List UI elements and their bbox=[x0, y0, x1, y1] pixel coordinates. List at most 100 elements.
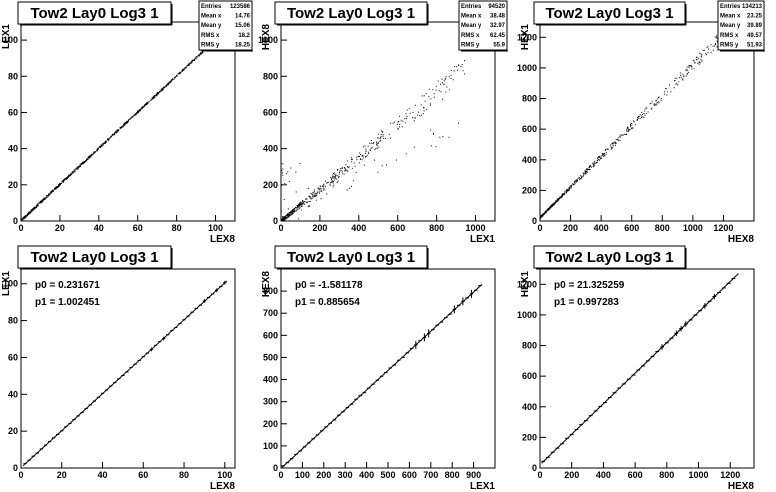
scatter-point bbox=[375, 141, 377, 143]
scatter-point bbox=[288, 181, 290, 183]
scatter-point bbox=[324, 186, 326, 188]
scatter-point bbox=[463, 60, 465, 62]
scatter-point bbox=[697, 62, 699, 64]
scatter-point bbox=[133, 114, 135, 116]
y-axis-title: HEX1 bbox=[520, 24, 531, 51]
scatter-point bbox=[283, 219, 285, 221]
scatter-point bbox=[399, 123, 401, 125]
scatter-point bbox=[691, 68, 693, 70]
scatter-point bbox=[280, 219, 282, 221]
x-tick-label: 400 bbox=[594, 223, 609, 233]
scatter-point bbox=[113, 133, 115, 135]
y-tick-label: 20 bbox=[8, 180, 18, 190]
scatter-point bbox=[414, 117, 416, 119]
scatter-point bbox=[551, 204, 553, 206]
scatter-point bbox=[179, 73, 181, 75]
fit-p1-label: p1 = 0.997283 bbox=[554, 297, 619, 308]
stats-label: Entries bbox=[720, 4, 741, 10]
scatter-point bbox=[129, 118, 131, 120]
scatter-point bbox=[37, 204, 39, 206]
scatter-point bbox=[281, 218, 283, 220]
chart-title: Tow2 Lay0 Log3 1 bbox=[545, 249, 673, 266]
scatter-point bbox=[605, 151, 607, 153]
scatter-point bbox=[595, 163, 597, 165]
y-tick-label: 100 bbox=[263, 441, 278, 451]
scatter-point bbox=[576, 180, 578, 182]
scatter-point bbox=[193, 59, 195, 61]
scatter-point bbox=[444, 78, 446, 80]
scatter-point bbox=[202, 51, 204, 53]
x-tick-label: 40 bbox=[94, 223, 104, 233]
scatter-point bbox=[137, 112, 139, 114]
scatter-point bbox=[192, 59, 194, 61]
scatter-point bbox=[663, 93, 665, 95]
scatter-point bbox=[286, 215, 288, 217]
scatter-point bbox=[545, 210, 547, 212]
scatter-point bbox=[192, 59, 194, 61]
scatter-point bbox=[421, 114, 423, 116]
scatter-point bbox=[624, 133, 626, 135]
scatter-point bbox=[125, 121, 127, 123]
scatter-point bbox=[77, 167, 79, 169]
scatter-point bbox=[330, 178, 332, 180]
fit-p0-label: p0 = 21.325259 bbox=[554, 280, 625, 291]
scatter-point bbox=[344, 167, 346, 169]
scatter-point bbox=[550, 205, 552, 207]
scatter-point bbox=[566, 191, 568, 193]
scatter-point bbox=[309, 200, 311, 202]
scatter-point bbox=[293, 208, 295, 210]
scatter-point bbox=[423, 110, 425, 112]
scatter-point bbox=[375, 147, 377, 149]
scatter-point bbox=[84, 161, 86, 163]
stats-value: 49.57 bbox=[747, 33, 763, 39]
scatter-point bbox=[619, 139, 621, 141]
scatter-point bbox=[630, 123, 632, 125]
scatter-point bbox=[290, 210, 292, 212]
scatter-point bbox=[77, 166, 79, 168]
scatter-point bbox=[197, 55, 199, 57]
scatter-point bbox=[40, 202, 42, 204]
scatter-point bbox=[551, 203, 553, 205]
scatter-point bbox=[433, 133, 435, 135]
scatter-point bbox=[288, 216, 290, 218]
scatter-point bbox=[280, 204, 282, 206]
scatter-point bbox=[29, 212, 31, 214]
scatter-point bbox=[542, 214, 544, 216]
scatter-point bbox=[588, 166, 590, 168]
scatter-point bbox=[287, 217, 289, 219]
scatter-point bbox=[619, 134, 621, 136]
y-axis-title: LEX1 bbox=[1, 271, 12, 296]
scatter-point bbox=[575, 179, 577, 181]
scatter-point bbox=[412, 111, 414, 113]
y-tick-label: 200 bbox=[263, 180, 278, 190]
scatter-point bbox=[319, 185, 321, 187]
scatter-point bbox=[298, 204, 300, 206]
scatter-point bbox=[49, 192, 51, 194]
scatter-point bbox=[639, 117, 641, 119]
scatter-point bbox=[280, 170, 282, 172]
scatter-point bbox=[425, 93, 427, 95]
scatter-point bbox=[553, 203, 555, 205]
x-tick-label: 600 bbox=[628, 470, 643, 480]
scatter-point bbox=[123, 124, 125, 126]
scatter-point bbox=[62, 180, 64, 182]
x-tick-label: 500 bbox=[380, 470, 395, 480]
scatter-point bbox=[25, 215, 27, 217]
scatter-point bbox=[327, 182, 329, 184]
scatter-point bbox=[568, 189, 570, 191]
x-tick-label: 0 bbox=[537, 470, 542, 480]
scatter-point bbox=[401, 126, 403, 128]
scatter-point bbox=[397, 128, 399, 130]
scatter-point bbox=[74, 168, 76, 170]
scatter-point bbox=[59, 185, 61, 187]
scatter-point bbox=[406, 115, 408, 117]
scatter-point bbox=[550, 205, 552, 207]
scatter-point bbox=[569, 187, 571, 189]
scatter-point bbox=[418, 111, 420, 113]
scatter-point bbox=[596, 161, 598, 163]
scatter-point bbox=[369, 149, 371, 151]
scatter-point bbox=[582, 176, 584, 178]
scatter-point bbox=[359, 158, 361, 160]
y-tick-label: 800 bbox=[522, 94, 537, 104]
scatter-point bbox=[70, 175, 72, 177]
